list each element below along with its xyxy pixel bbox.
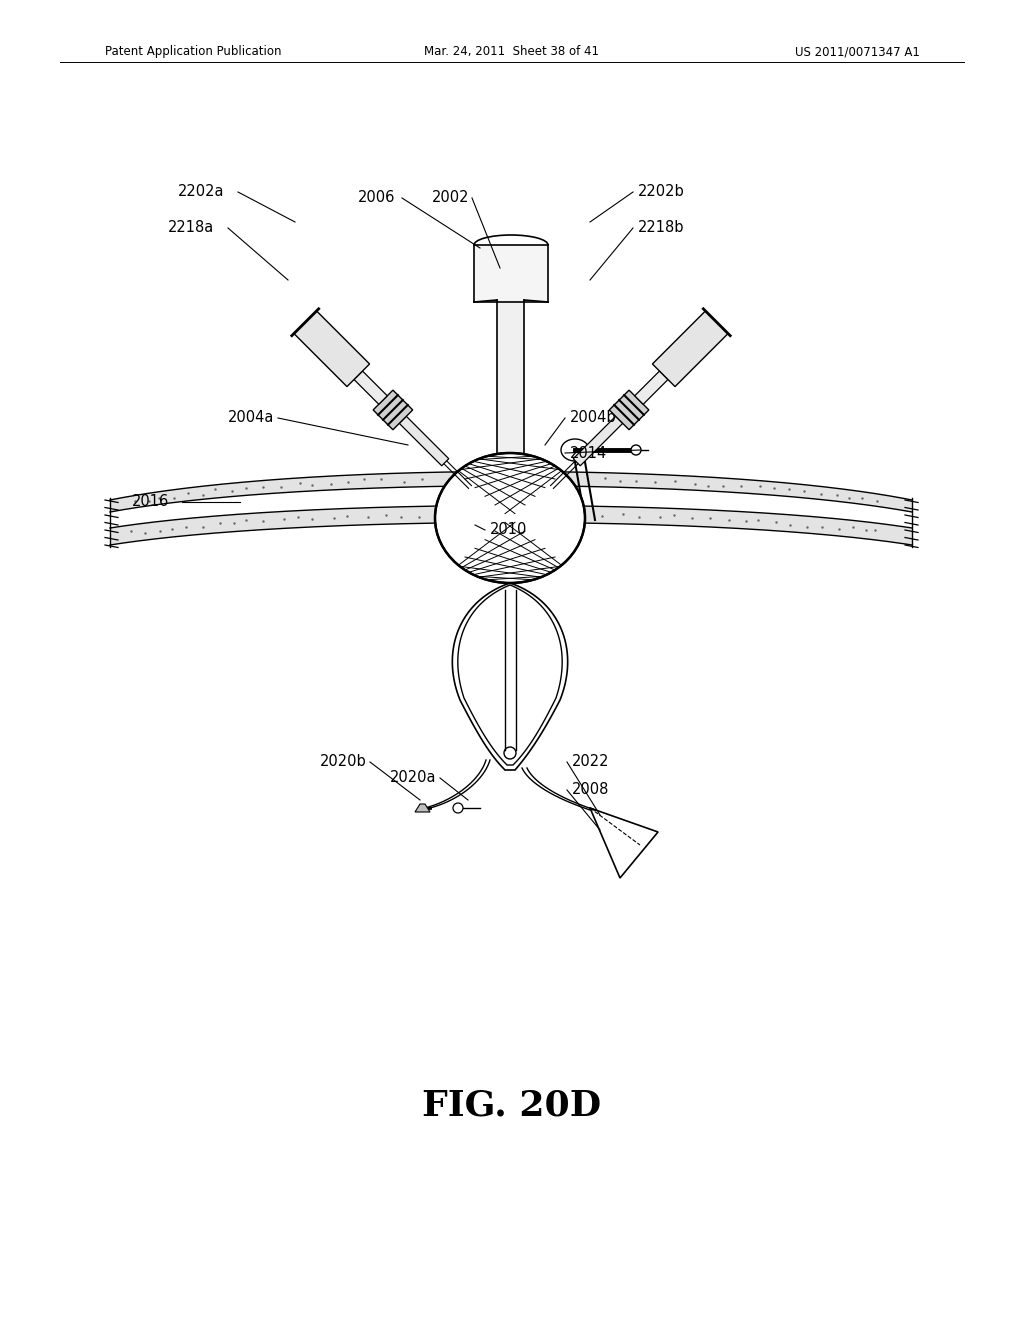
- Text: US 2011/0071347 A1: US 2011/0071347 A1: [795, 45, 920, 58]
- Text: 2014: 2014: [570, 446, 607, 461]
- Polygon shape: [635, 371, 668, 404]
- Text: 2002: 2002: [432, 190, 469, 206]
- Polygon shape: [110, 471, 912, 545]
- Text: 2006: 2006: [358, 190, 395, 206]
- Ellipse shape: [561, 440, 589, 461]
- Polygon shape: [399, 416, 449, 466]
- Text: 2202b: 2202b: [638, 185, 685, 199]
- Text: FIG. 20D: FIG. 20D: [423, 1088, 601, 1122]
- Polygon shape: [497, 300, 524, 455]
- Text: 2020a: 2020a: [390, 771, 436, 785]
- Text: 2010: 2010: [490, 523, 527, 537]
- Text: 2016: 2016: [132, 495, 169, 510]
- Text: 2008: 2008: [572, 783, 609, 797]
- Text: 2020b: 2020b: [319, 755, 367, 770]
- Polygon shape: [415, 804, 430, 812]
- Polygon shape: [453, 583, 567, 770]
- Ellipse shape: [435, 453, 585, 583]
- Polygon shape: [474, 246, 548, 302]
- Text: 2202a: 2202a: [178, 185, 224, 199]
- Polygon shape: [590, 808, 658, 878]
- Polygon shape: [573, 416, 623, 466]
- Polygon shape: [652, 312, 728, 387]
- Text: 2022: 2022: [572, 755, 609, 770]
- Text: Patent Application Publication: Patent Application Publication: [105, 45, 282, 58]
- Polygon shape: [609, 391, 649, 430]
- Circle shape: [631, 445, 641, 455]
- Text: 2218a: 2218a: [168, 220, 214, 235]
- Circle shape: [453, 803, 463, 813]
- Text: Mar. 24, 2011  Sheet 38 of 41: Mar. 24, 2011 Sheet 38 of 41: [425, 45, 599, 58]
- Polygon shape: [373, 391, 413, 430]
- Text: 2218b: 2218b: [638, 220, 684, 235]
- Polygon shape: [110, 486, 912, 528]
- Polygon shape: [354, 371, 387, 404]
- Polygon shape: [294, 312, 370, 387]
- Text: 2004b: 2004b: [570, 411, 616, 425]
- Text: 2004a: 2004a: [228, 411, 274, 425]
